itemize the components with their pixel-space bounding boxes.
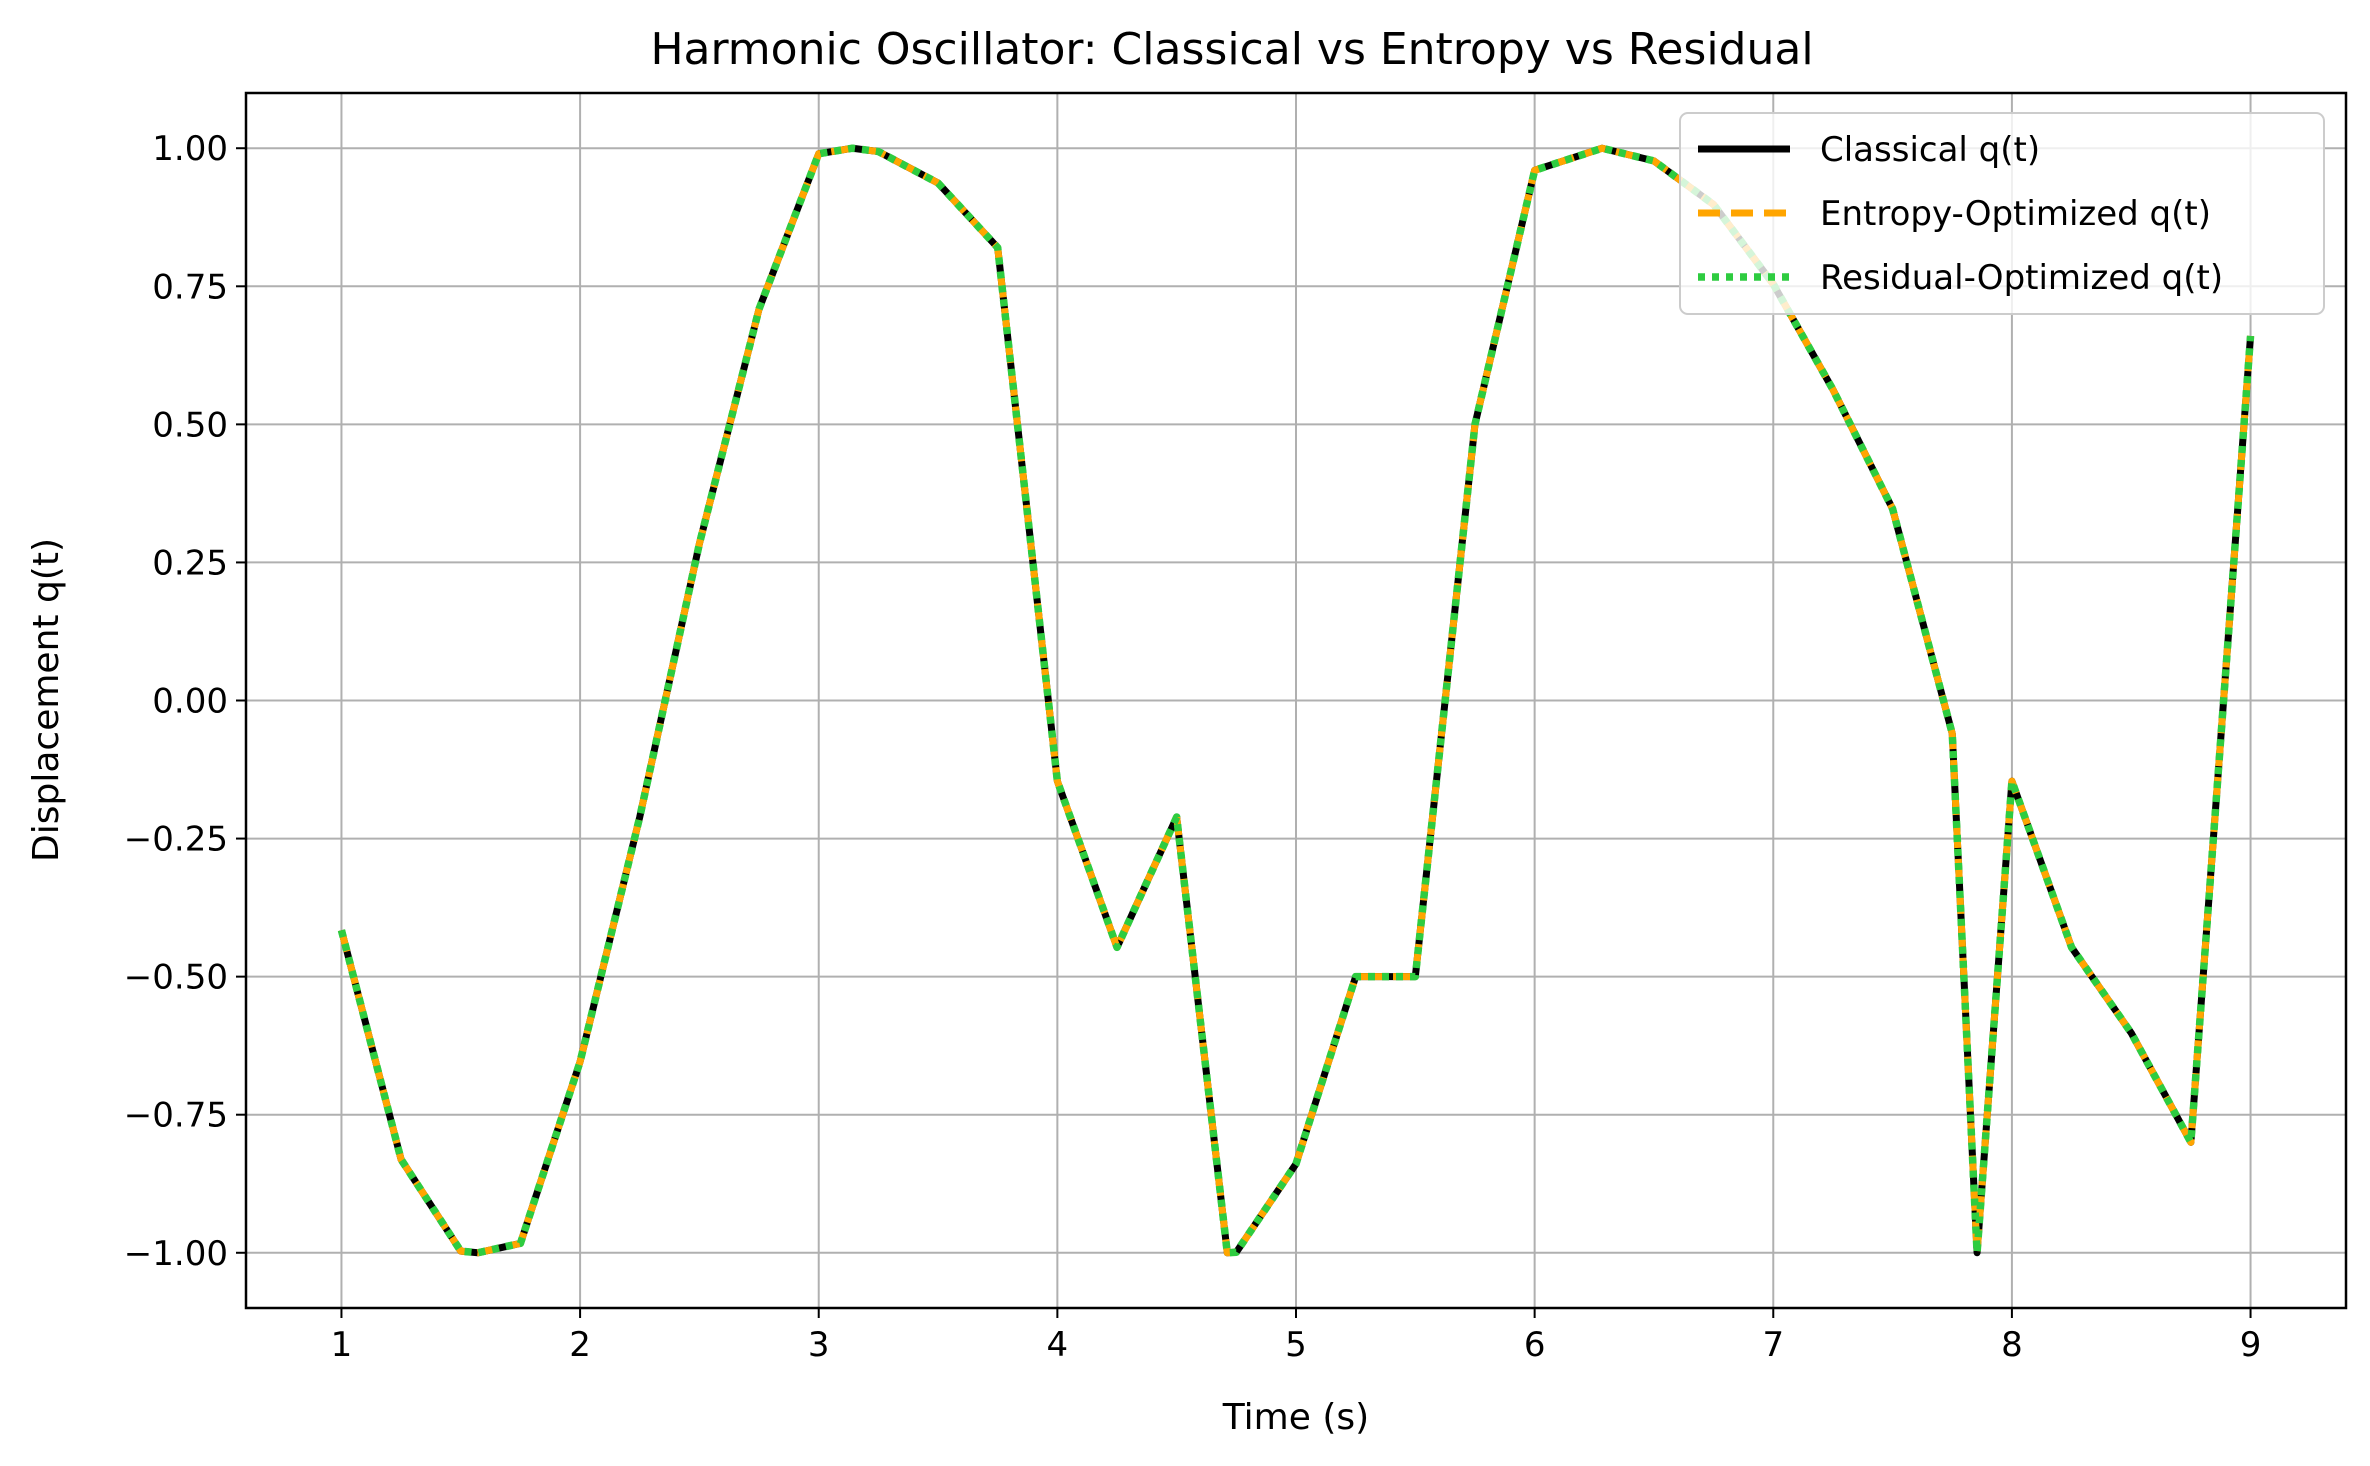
- legend-box: [1679, 112, 2325, 315]
- x-tick-label: 8: [2001, 1325, 2023, 1365]
- x-tick-label: 9: [2240, 1325, 2262, 1365]
- series-line-1: [338, 144, 2255, 1257]
- legend-label-2: Residual-Optimized q(t): [1820, 258, 2223, 298]
- x-tick-label: 7: [1762, 1325, 1784, 1365]
- x-tick-label: 5: [1285, 1325, 1307, 1365]
- y-ticks: 1.00 0.75 0.50 0.25 0.00 −0.25 −0.50 −0.75 −1.00: [124, 129, 246, 1274]
- x-ticks: 1 2 3 4 5 6 7 8 9: [331, 1308, 2262, 1365]
- grid: [246, 93, 2346, 1308]
- series-line-2: [337, 144, 2255, 1257]
- y-tick-label: 0.00: [152, 682, 228, 722]
- series-layer: [337, 144, 2255, 1257]
- y-tick-label: 0.25: [152, 543, 228, 583]
- chart-title: Harmonic Oscillator: Classical vs Entrop…: [650, 24, 1813, 75]
- x-tick-label: 1: [331, 1325, 353, 1365]
- legend: Classical q(t) Entropy-Optimized q(t) Resi…: [1679, 112, 2325, 315]
- y-tick-label: −0.75: [124, 1096, 228, 1136]
- y-axis-label: Displacement q(t): [26, 538, 67, 862]
- y-tick-label: −0.25: [124, 820, 228, 860]
- y-tick-label: 0.75: [152, 267, 228, 307]
- y-tick-label: −1.00: [124, 1234, 228, 1274]
- y-tick-label: 0.50: [152, 405, 228, 445]
- y-tick-label: 1.00: [152, 129, 228, 169]
- x-tick-label: 2: [569, 1325, 591, 1365]
- y-tick-label: −0.50: [124, 958, 228, 998]
- x-tick-label: 4: [1047, 1325, 1069, 1365]
- x-tick-label: 6: [1524, 1325, 1546, 1365]
- legend-label-0: Classical q(t): [1820, 130, 2040, 170]
- x-tick-label: 3: [808, 1325, 830, 1365]
- legend-label-1: Entropy-Optimized q(t): [1820, 194, 2211, 234]
- x-axis-label: Time (s): [1222, 1397, 1369, 1438]
